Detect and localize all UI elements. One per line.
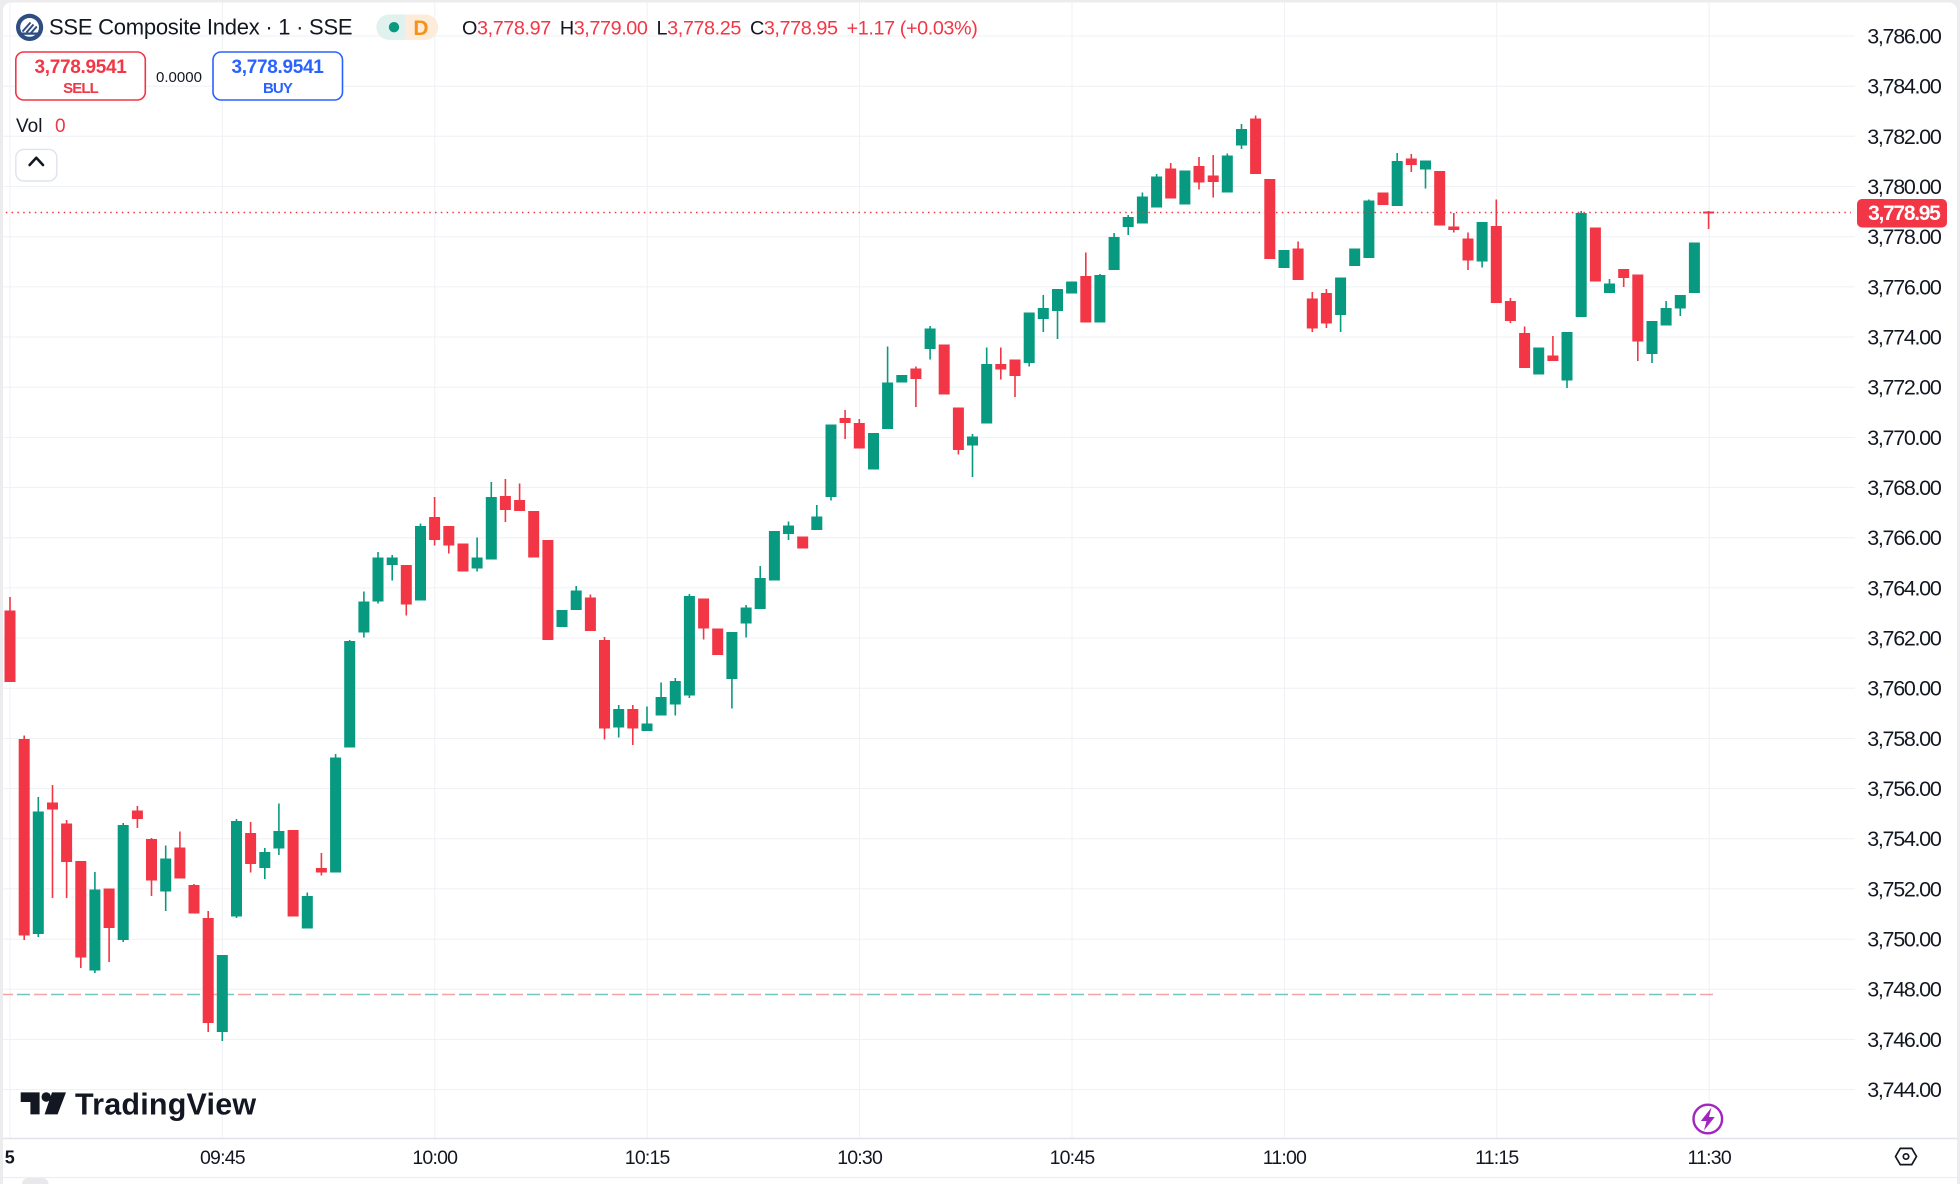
svg-text:10:00: 10:00: [412, 1147, 458, 1169]
svg-text:3,764.00: 3,764.00: [1867, 576, 1942, 600]
svg-text:3,748.00: 3,748.00: [1867, 978, 1942, 1002]
svg-text:10:15: 10:15: [625, 1147, 671, 1169]
svg-text:3,778.00: 3,778.00: [1867, 225, 1942, 249]
svg-text:0: 0: [55, 116, 66, 137]
svg-text:3,776.00: 3,776.00: [1867, 275, 1942, 299]
svg-text:09:45: 09:45: [200, 1147, 246, 1169]
svg-text:3,744.00: 3,744.00: [1867, 1078, 1942, 1102]
svg-text:3,766.00: 3,766.00: [1867, 526, 1942, 550]
svg-text:3,778.9541: 3,778.9541: [231, 57, 324, 78]
svg-text:10:30: 10:30: [837, 1147, 883, 1169]
svg-text:SELL: SELL: [63, 80, 98, 97]
svg-text:3,754.00: 3,754.00: [1867, 827, 1942, 851]
svg-text:3,774.00: 3,774.00: [1867, 326, 1942, 350]
svg-text:3,772.00: 3,772.00: [1867, 376, 1942, 400]
svg-text:3,756.00: 3,756.00: [1867, 777, 1942, 801]
svg-text:3,768.00: 3,768.00: [1867, 476, 1942, 500]
svg-text:SSE Composite Index · 1 · SSE: SSE Composite Index · 1 · SSE: [49, 14, 352, 39]
svg-text:10:45: 10:45: [1050, 1147, 1096, 1169]
svg-text:3,786.00: 3,786.00: [1867, 25, 1942, 49]
svg-text:5: 5: [5, 1148, 15, 1168]
svg-text:3,778.95: 3,778.95: [1868, 202, 1941, 225]
svg-text:D: D: [413, 17, 428, 40]
svg-text:3,782.00: 3,782.00: [1867, 125, 1942, 149]
svg-text:3,762.00: 3,762.00: [1867, 627, 1942, 651]
svg-text:TradingView: TradingView: [75, 1088, 256, 1122]
svg-text:BUY: BUY: [263, 80, 293, 97]
svg-text:3,758.00: 3,758.00: [1867, 727, 1942, 751]
svg-text:3,750.00: 3,750.00: [1867, 928, 1942, 952]
svg-text:3,746.00: 3,746.00: [1867, 1028, 1942, 1052]
svg-text:Vol: Vol: [16, 116, 42, 137]
svg-text:0.0000: 0.0000: [156, 69, 202, 86]
svg-text:3,778.9541: 3,778.9541: [34, 57, 127, 78]
svg-text:3,752.00: 3,752.00: [1867, 877, 1942, 901]
svg-text:11:00: 11:00: [1263, 1147, 1307, 1169]
svg-text:3,760.00: 3,760.00: [1867, 677, 1942, 701]
svg-text:3,780.00: 3,780.00: [1867, 175, 1942, 199]
svg-text:3,770.00: 3,770.00: [1867, 426, 1942, 450]
svg-text:11:15: 11:15: [1475, 1147, 1519, 1169]
svg-text:11:30: 11:30: [1688, 1147, 1732, 1169]
svg-text:3,784.00: 3,784.00: [1867, 75, 1942, 99]
